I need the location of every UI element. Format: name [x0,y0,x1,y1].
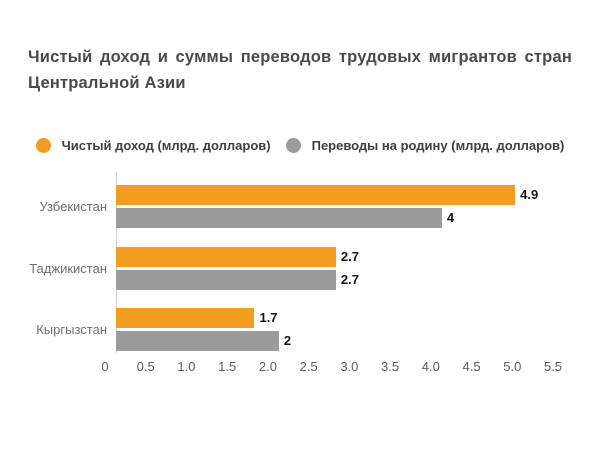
bar-value-label: 2 [283,333,292,348]
bar-value-label: 4 [446,210,455,225]
bar [116,246,336,267]
x-axis-tick: 4.5 [462,359,481,374]
bar-value-label: 1.7 [259,310,278,325]
bar-value-label: 2.7 [340,271,359,287]
x-axis-tick: 1.0 [177,359,196,374]
category-label: Таджикистан [29,260,107,276]
chart-title: Чистый доход и суммы переводов трудовых … [28,44,572,96]
legend-label: Чистый доход (млрд. долларов) [61,137,271,153]
x-axis-tick: 3.0 [340,359,359,374]
legend-label: Переводы на родину (млрд. долларов) [311,137,565,153]
legend-swatch-gray-icon [285,137,301,153]
x-axis-tick: 0.5 [136,359,155,374]
legend: Чистый доход (млрд. долларов) Переводы н… [0,136,600,154]
bar-value-label: 4.9 [520,187,539,202]
bar [116,269,336,290]
legend-item-net-income: Чистый доход (млрд. долларов) [35,137,271,153]
category-label: Узбекистан [39,199,107,214]
x-axis-tick: 2.0 [258,359,277,374]
bar [116,331,279,351]
x-axis-tick: 2.5 [299,359,318,374]
legend-swatch-orange-icon [35,137,51,153]
x-axis-tick: 0 [101,359,109,374]
chart-title-line-1: Чистый доход и суммы переводов трудовых … [28,48,572,66]
x-axis-tick: 3.5 [381,359,400,374]
bar-value-label: 2.7 [340,248,359,264]
x-axis-tick: 1.5 [218,359,237,374]
category-label: Кыргызстан [36,322,107,337]
x-axis-tick: 4.0 [421,359,440,374]
bar [116,208,442,228]
bar [116,185,516,205]
chart-title-line-2: Центральной Азии [28,74,186,92]
legend-item-remittances: Переводы на родину (млрд. долларов) [285,137,565,153]
bar [116,308,255,328]
x-axis-tick: 5.5 [543,359,563,374]
x-axis-tick: 5.0 [503,359,522,374]
